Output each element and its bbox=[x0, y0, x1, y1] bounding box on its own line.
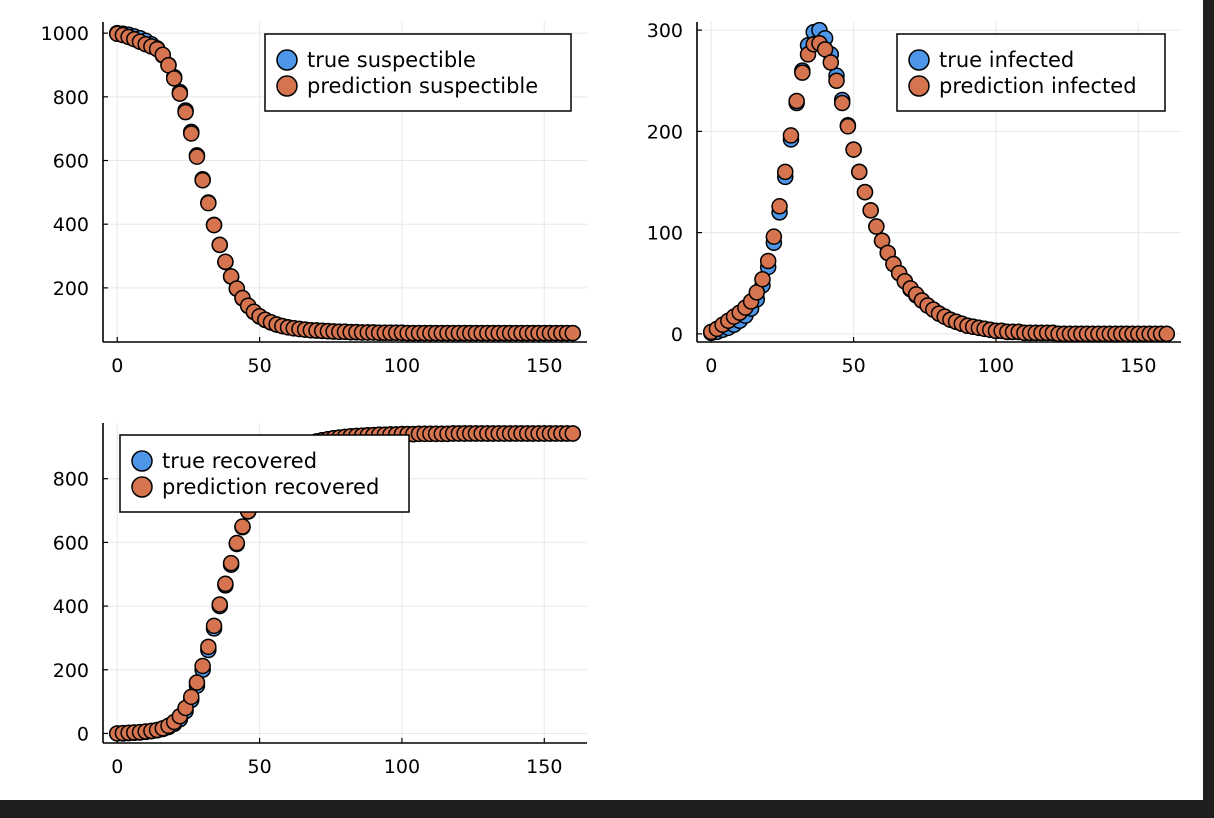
legend-label: true suspectible bbox=[307, 48, 476, 72]
y-tick-label: 100 bbox=[647, 223, 683, 245]
data-point bbox=[165, 70, 183, 87]
y-tick-label: 0 bbox=[671, 324, 683, 346]
x-tick-label: 100 bbox=[384, 756, 420, 778]
data-point bbox=[222, 554, 240, 572]
data-markers bbox=[108, 24, 582, 342]
legend-box bbox=[119, 434, 410, 513]
data-point bbox=[177, 103, 194, 121]
data-point bbox=[217, 253, 234, 271]
x-tick-label: 150 bbox=[1120, 355, 1156, 377]
data-point bbox=[862, 202, 879, 219]
data-markers bbox=[702, 21, 1176, 342]
y-tick-label: 200 bbox=[53, 660, 89, 682]
data-point bbox=[765, 228, 783, 245]
legend-box bbox=[896, 33, 1166, 112]
data-point bbox=[183, 688, 200, 706]
y-tick-label: 800 bbox=[53, 469, 89, 491]
legend-marker bbox=[131, 450, 153, 472]
subplot-susceptible: 0 50 100 150 200 400 600 800 1000 true suspectibl… bbox=[41, 22, 587, 377]
data-point bbox=[868, 218, 885, 235]
data-point bbox=[564, 324, 582, 342]
data-point bbox=[171, 85, 189, 102]
series-prediction-susceptible bbox=[108, 25, 582, 342]
legend-label: true recovered bbox=[162, 449, 317, 473]
data-point bbox=[211, 236, 228, 254]
x-tick-label: 150 bbox=[526, 756, 562, 778]
data-point bbox=[782, 127, 800, 144]
data-point bbox=[234, 518, 251, 535]
frame-right-band bbox=[1203, 0, 1214, 818]
y-tick-label: 800 bbox=[53, 87, 89, 109]
data-point bbox=[845, 141, 862, 158]
data-point bbox=[828, 72, 845, 89]
data-point bbox=[194, 657, 211, 675]
x-tick-label: 0 bbox=[705, 355, 717, 377]
data-point bbox=[771, 198, 788, 215]
data-point bbox=[205, 617, 223, 635]
data-point bbox=[822, 54, 840, 71]
y-tick-label: 200 bbox=[53, 278, 89, 300]
y-tick-label: 300 bbox=[647, 20, 683, 42]
data-point bbox=[754, 270, 771, 288]
legend-marker bbox=[276, 75, 298, 97]
legend-marker bbox=[131, 476, 153, 498]
data-point bbox=[788, 92, 805, 110]
y-tick-label: 200 bbox=[647, 121, 683, 143]
data-point bbox=[194, 171, 211, 189]
y-tick-label: 600 bbox=[53, 532, 89, 554]
legend-label: true infected bbox=[939, 48, 1074, 72]
data-point bbox=[188, 674, 206, 691]
data-point bbox=[564, 425, 582, 442]
data-point bbox=[851, 163, 868, 181]
legend-label: prediction infected bbox=[939, 74, 1137, 98]
y-tick-label: 400 bbox=[53, 596, 89, 618]
y-tick-label: 0 bbox=[77, 723, 89, 745]
x-tick-label: 100 bbox=[978, 355, 1014, 377]
legend-marker bbox=[908, 49, 930, 71]
data-point bbox=[205, 216, 223, 234]
data-point bbox=[228, 534, 246, 552]
x-tick-label: 50 bbox=[247, 355, 271, 377]
legend-marker bbox=[908, 75, 930, 97]
x-tick-label: 150 bbox=[526, 355, 562, 377]
data-point bbox=[839, 118, 857, 135]
x-tick-label: 0 bbox=[111, 355, 123, 377]
frame-bottom-band bbox=[0, 800, 1214, 818]
data-point bbox=[211, 596, 228, 613]
data-point bbox=[183, 125, 200, 142]
data-point bbox=[1158, 325, 1176, 342]
data-point bbox=[856, 183, 874, 201]
data-point bbox=[794, 64, 811, 81]
x-tick-label: 50 bbox=[841, 355, 865, 377]
y-tick-label: 600 bbox=[53, 151, 89, 173]
legend-label: prediction suspectible bbox=[307, 74, 538, 98]
x-tick-label: 100 bbox=[384, 355, 420, 377]
data-point bbox=[777, 163, 794, 181]
y-tick-label: 1000 bbox=[41, 23, 89, 45]
legend-box bbox=[264, 33, 572, 112]
x-tick-label: 50 bbox=[247, 756, 271, 778]
data-point bbox=[200, 638, 217, 656]
legend-label: prediction recovered bbox=[162, 475, 379, 499]
y-tick-label: 400 bbox=[53, 214, 89, 236]
legend-marker bbox=[276, 49, 298, 71]
subplot-recovered: 0 50 100 150 0 200 400 600 800 true recoveredpred… bbox=[53, 423, 587, 778]
data-point bbox=[833, 94, 851, 112]
series-prediction-infected bbox=[702, 35, 1176, 342]
data-point bbox=[759, 252, 777, 270]
subplot-infected: 0 50 100 150 0 100 200 300 true infectedpredicti… bbox=[647, 20, 1181, 377]
figure-background bbox=[0, 0, 1203, 800]
x-tick-label: 0 bbox=[111, 756, 123, 778]
data-point bbox=[188, 148, 206, 165]
data-point bbox=[200, 194, 217, 212]
data-point bbox=[217, 575, 234, 593]
